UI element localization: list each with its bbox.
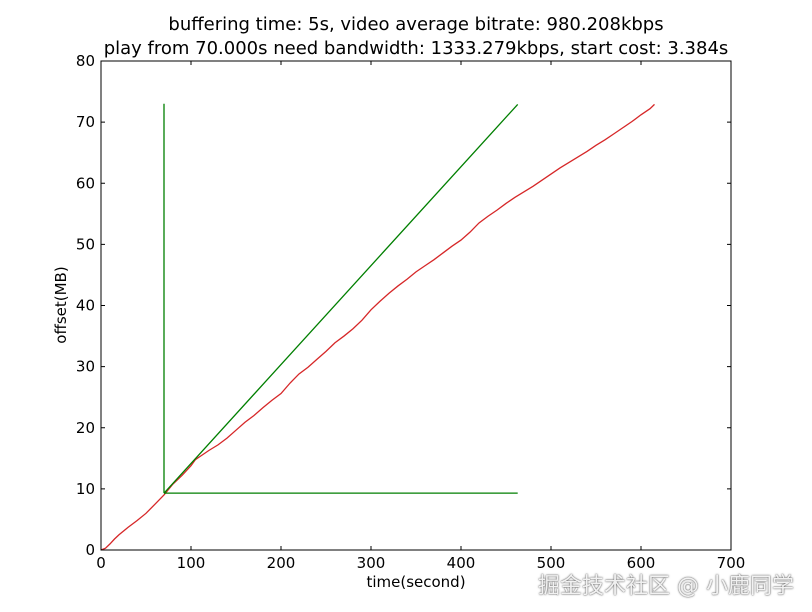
- y-tick-label: 70: [76, 113, 95, 131]
- x-tick-label: 100: [177, 554, 206, 572]
- chart-title-line-2: play from 70.000s need bandwidth: 1333.2…: [104, 38, 729, 59]
- chart-title-line-1: buffering time: 5s, video average bitrat…: [168, 14, 663, 35]
- y-tick-label: 30: [76, 358, 95, 376]
- plot-lines: [100, 103, 655, 551]
- x-tick-label: 0: [96, 554, 106, 572]
- x-axis-label: time(second): [366, 573, 465, 591]
- x-tick-label: 500: [537, 554, 566, 572]
- y-tick-label: 20: [76, 419, 95, 437]
- x-tick-label: 700: [717, 554, 746, 572]
- series-line-1: [163, 103, 519, 494]
- x-tick-label: 600: [627, 554, 656, 572]
- y-tick-label: 60: [76, 174, 95, 192]
- y-tick-label: 80: [76, 52, 95, 70]
- watermark: 掘金技术社区 @ 小鹿同学: [538, 574, 794, 599]
- x-tick-label: 300: [357, 554, 386, 572]
- y-tick-label: 0: [85, 541, 95, 559]
- y-tick-label: 10: [76, 480, 95, 498]
- x-axis: 0 100 200 300 400 500 600 700: [96, 61, 745, 572]
- y-axis: 0 10 20 30 40 50 60 70 80: [76, 52, 731, 559]
- x-tick-label: 400: [447, 554, 476, 572]
- x-tick-label: 200: [267, 554, 296, 572]
- y-axis-label: offset(MB): [52, 266, 70, 343]
- y-tick-label: 50: [76, 235, 95, 253]
- series-line-0: [100, 103, 655, 551]
- y-tick-label: 40: [76, 297, 95, 315]
- plot-area-frame: [100, 60, 732, 551]
